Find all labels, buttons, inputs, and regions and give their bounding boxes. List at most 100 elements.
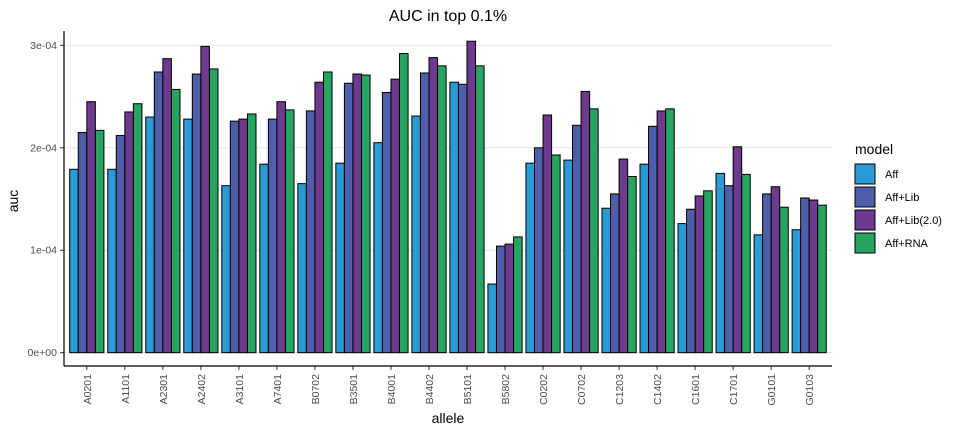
bar	[724, 185, 734, 354]
x-tick-label: C0202	[538, 374, 550, 405]
bar	[322, 71, 333, 354]
bar	[449, 81, 459, 354]
bar	[504, 243, 515, 354]
legend-swatch	[854, 209, 876, 231]
x-tick-label: G0101	[766, 374, 778, 406]
bar	[466, 40, 477, 354]
bar	[162, 58, 172, 354]
y-tick-label: 1e-04	[30, 245, 57, 257]
axes-layer: 0e+00 1e-04 2e-04 3e-04 A0201 A1101 A2301 A2402…	[28, 31, 832, 406]
bar	[314, 81, 324, 354]
x-tick-label: A1101	[120, 374, 132, 404]
bar	[703, 190, 713, 354]
bar	[107, 168, 117, 354]
bar	[153, 71, 164, 354]
bar	[200, 45, 210, 354]
bar	[779, 206, 789, 354]
x-tick-label: B5101	[462, 374, 474, 405]
y-tick-label: 0e+00	[28, 347, 58, 359]
bar	[124, 111, 134, 354]
x-tick-label: A3101	[234, 374, 246, 405]
bar	[715, 172, 726, 354]
bar	[183, 118, 193, 354]
bar	[428, 57, 439, 354]
bar	[648, 125, 658, 354]
x-tick-label: C1601	[690, 374, 702, 405]
legend: model Aff Aff+Lib Aff+Lib(2.0) Aff+RNA	[854, 141, 942, 254]
bar	[808, 199, 819, 354]
bar	[381, 91, 392, 354]
legend-swatch	[854, 232, 876, 254]
bar	[390, 78, 401, 354]
bar	[589, 108, 599, 354]
bar	[94, 129, 105, 354]
bar	[132, 103, 143, 354]
bar	[246, 113, 257, 354]
bar	[343, 82, 354, 354]
bar	[495, 245, 506, 354]
bar	[229, 120, 240, 354]
legend-label: Aff+RNA	[885, 238, 929, 250]
bar	[335, 162, 345, 354]
bar	[741, 173, 751, 354]
chart-title: AUC in top 0.1%	[389, 8, 507, 25]
legend-label: Aff+Lib	[885, 192, 919, 204]
bar	[487, 283, 497, 354]
x-tick-label: G0103	[804, 374, 816, 406]
bar	[610, 193, 620, 354]
bar	[525, 162, 535, 354]
x-tick-label: C1203	[614, 374, 626, 405]
bar	[297, 183, 307, 354]
x-tick-label: C1701	[728, 374, 740, 405]
x-tick-label: A7401	[272, 374, 284, 405]
x-tick-label: B0702	[310, 374, 322, 405]
bar	[694, 195, 705, 354]
y-tick-label: 3e-04	[30, 40, 57, 52]
bar	[563, 159, 574, 354]
bar	[399, 53, 409, 354]
legend-swatch	[854, 186, 876, 208]
legend-title: model	[855, 141, 893, 157]
x-tick-label: A0201	[82, 374, 94, 405]
bar	[145, 116, 155, 354]
bar	[533, 147, 544, 354]
bar	[238, 118, 248, 354]
bar	[115, 134, 126, 354]
legend-label: Aff	[885, 169, 899, 181]
bar	[259, 163, 269, 354]
bar	[267, 118, 278, 354]
bar	[475, 65, 485, 354]
bar	[551, 154, 561, 354]
bar	[419, 72, 430, 354]
bar	[86, 101, 96, 354]
y-axis-title: auc	[5, 190, 21, 213]
bar	[305, 110, 316, 354]
x-tick-label: B5802	[500, 374, 512, 405]
bar	[572, 124, 582, 354]
bar	[373, 142, 383, 354]
x-tick-label: A2301	[158, 374, 170, 405]
x-axis-title: allele	[432, 410, 465, 426]
bar	[580, 90, 591, 354]
bar	[170, 88, 181, 354]
bar	[791, 229, 802, 354]
bar	[618, 158, 629, 354]
bar	[191, 73, 202, 354]
bar	[770, 186, 781, 354]
bar	[457, 83, 468, 354]
bar	[753, 234, 764, 354]
bar	[361, 74, 371, 354]
bar	[817, 204, 827, 354]
bar	[601, 207, 612, 354]
bar	[437, 65, 447, 354]
bar	[686, 208, 696, 354]
bar	[732, 146, 743, 354]
y-tick-label: 2e-04	[30, 142, 57, 154]
bar	[542, 114, 553, 354]
bars-layer	[69, 40, 827, 354]
legend-swatch	[854, 163, 876, 185]
bar	[800, 197, 810, 354]
bar	[77, 131, 88, 354]
bar	[627, 175, 637, 354]
bar	[762, 193, 772, 354]
